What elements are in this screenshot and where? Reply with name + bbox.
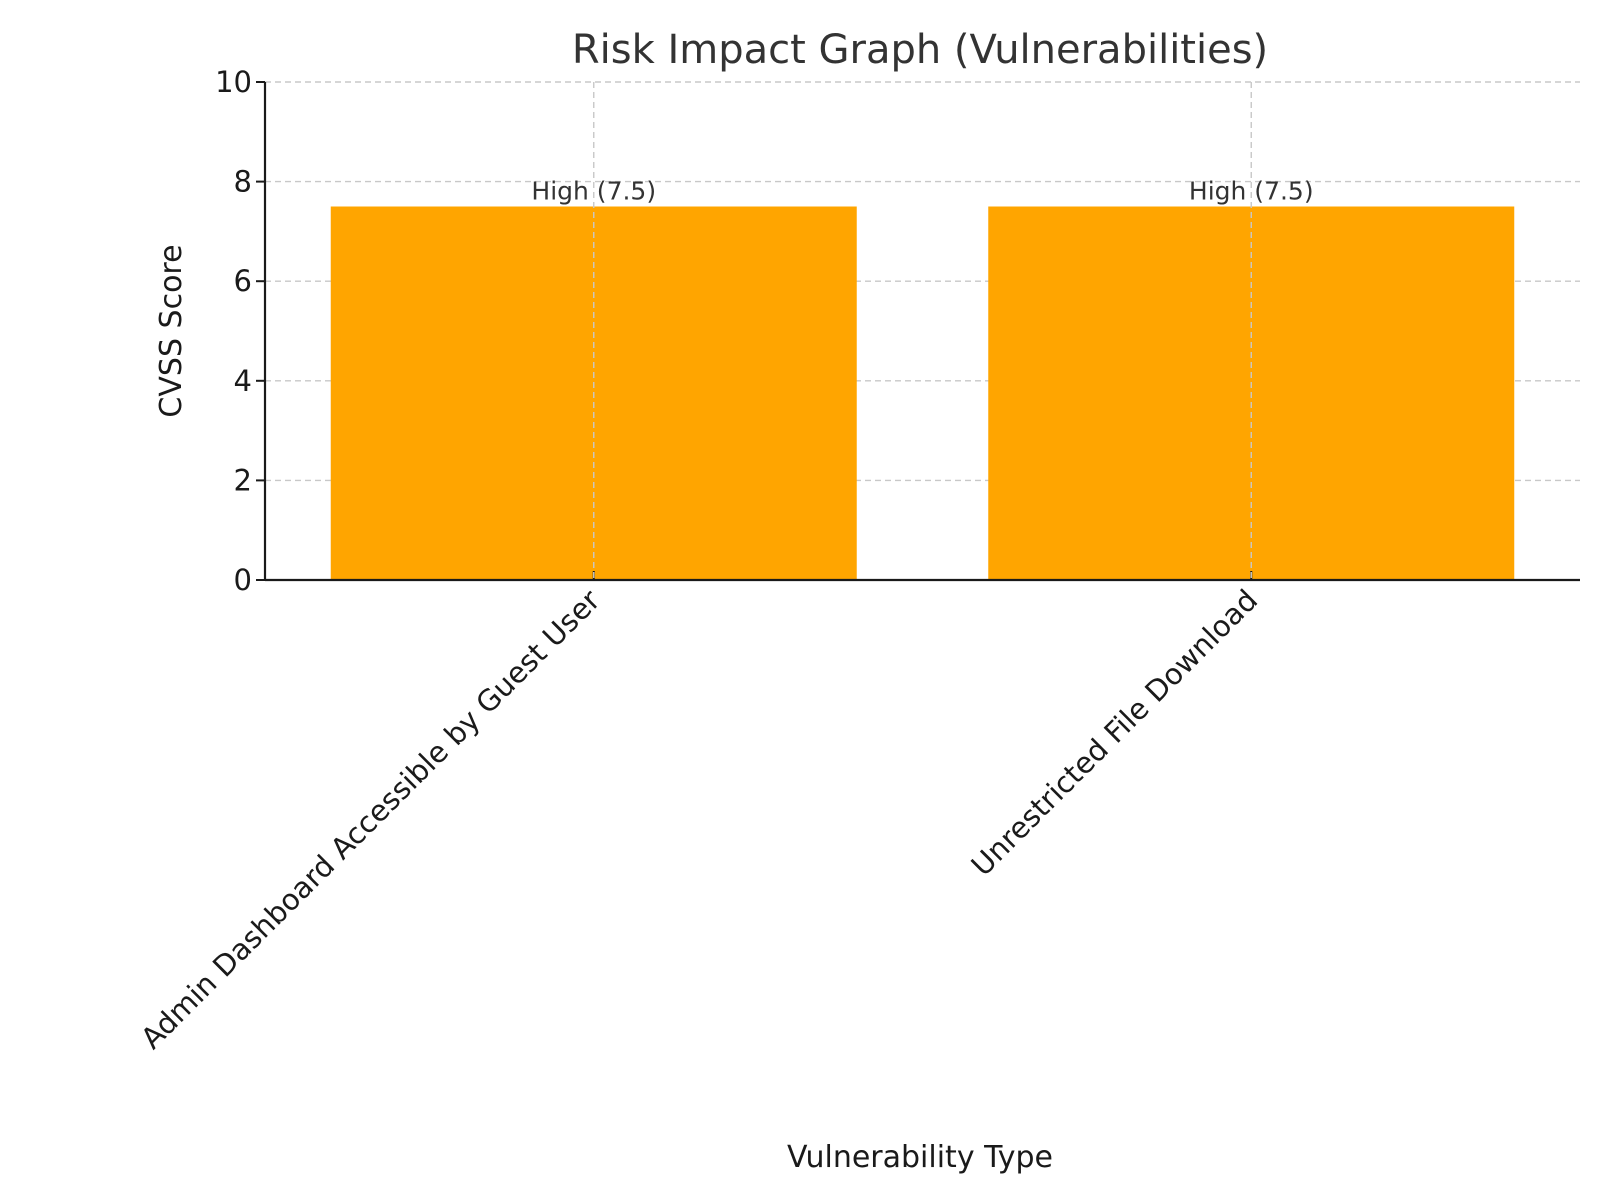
y-tick-label-3: 6 — [234, 264, 252, 298]
bars — [330, 206, 1515, 580]
x-ticks: Admin Dashboard Accessible by Guest User… — [134, 571, 1264, 1055]
y-tick-label-4: 8 — [234, 165, 252, 199]
chart-title: Risk Impact Graph (Vulnerabilities) — [572, 27, 1268, 73]
bar-value-label-0: High (7.5) — [531, 177, 656, 206]
y-axis-label: CVSS Score — [154, 244, 189, 417]
y-tick-label-5: 10 — [215, 65, 252, 99]
y-tick-label-0: 0 — [234, 563, 252, 597]
y-tick-label-1: 2 — [234, 463, 252, 497]
x-axis-label: Vulnerability Type — [787, 1140, 1053, 1175]
y-ticks: 0 2 4 6 8 10 — [215, 65, 265, 597]
x-tick-label-0: Admin Dashboard Accessible by Guest User — [134, 583, 607, 1056]
y-tick-label-2: 4 — [234, 364, 252, 398]
x-tick-label-1: Unrestricted File Download — [964, 583, 1264, 883]
bar-value-label-1: High (7.5) — [1189, 177, 1314, 206]
axes — [263, 82, 1580, 582]
data-labels: High (7.5) High (7.5) — [531, 177, 1313, 206]
